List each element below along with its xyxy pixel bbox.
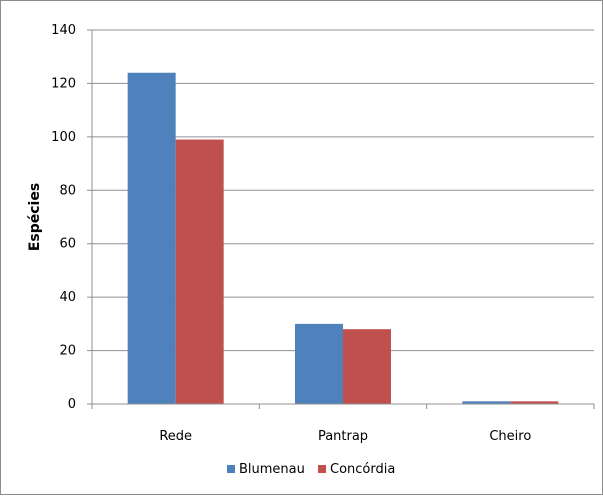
bar-concordia-pantrap (343, 329, 391, 404)
y-axis-title: Espécies (27, 183, 43, 251)
y-tick-label-20: 20 (59, 344, 76, 359)
bars (127, 72, 559, 404)
legend-swatch-concordia (318, 465, 326, 473)
y-tick-label-100: 100 (51, 130, 76, 145)
legend-label-concordia: Concórdia (330, 462, 395, 477)
x-tick-label-pantrap: Pantrap (318, 429, 368, 444)
x-axis-ticks: Rede Pantrap Cheiro (91, 404, 595, 444)
legend-label-blumenau: Blumenau (239, 462, 305, 477)
bar-concordia-cheiro (510, 401, 559, 404)
y-tick-label-80: 80 (59, 183, 76, 198)
x-tick-label-rede: Rede (159, 429, 192, 444)
y-axis-ticks: 0 20 40 60 80 100 120 140 (51, 23, 92, 412)
legend-swatch-blumenau (227, 465, 235, 473)
bar-concordia-rede (175, 139, 224, 404)
y-tick-label-0: 0 (68, 397, 76, 412)
bar-blumenau-cheiro (462, 401, 511, 404)
legend: Blumenau Concórdia (227, 462, 395, 477)
y-tick-label-140: 140 (51, 23, 76, 38)
y-tick-label-120: 120 (51, 76, 76, 91)
bar-blumenau-pantrap (295, 323, 343, 404)
bar-blumenau-rede (127, 72, 176, 404)
y-tick-label-40: 40 (59, 290, 76, 305)
x-tick-label-cheiro: Cheiro (489, 429, 531, 444)
y-tick-label-60: 60 (59, 237, 76, 252)
